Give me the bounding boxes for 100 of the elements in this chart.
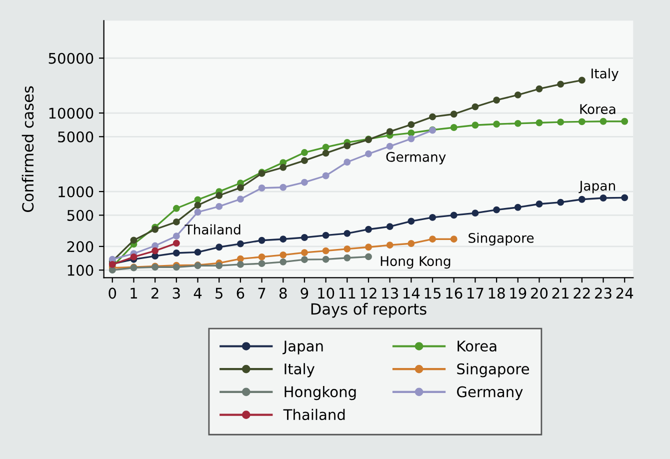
point [216, 192, 223, 199]
point [536, 85, 543, 92]
point [172, 240, 180, 247]
point [301, 149, 308, 156]
y-axis-title: Confirmed cases [22, 86, 34, 212]
point [386, 223, 394, 230]
point [429, 214, 436, 221]
point [280, 251, 287, 258]
point [322, 150, 330, 157]
point [514, 204, 522, 211]
point [301, 256, 308, 264]
x-tick-label: 10 [318, 288, 334, 299]
point [557, 118, 564, 126]
annotation: Korea [580, 104, 616, 114]
legend-label: Singapore [457, 363, 530, 378]
x-tick-label: 18 [488, 288, 505, 299]
point [322, 172, 330, 180]
legend-label: Hongkong [284, 386, 356, 400]
point [386, 128, 394, 136]
point [386, 142, 394, 150]
point [344, 245, 351, 252]
point [280, 184, 287, 191]
point [194, 202, 202, 209]
point [557, 80, 564, 88]
point [408, 130, 415, 136]
annotation: Singapore [468, 232, 534, 246]
point [258, 184, 266, 192]
point [216, 244, 223, 251]
x-tick-label: 11 [339, 288, 356, 298]
point [493, 120, 500, 128]
annotation: Germany [386, 152, 446, 164]
legend-label: Thailand [283, 408, 345, 420]
point [578, 196, 586, 203]
point [344, 254, 351, 262]
point [514, 91, 522, 98]
point [216, 262, 223, 270]
point [216, 202, 223, 210]
x-tick-label: 12 [360, 288, 376, 298]
point [236, 260, 244, 268]
point [450, 236, 458, 243]
x-tick-label: 14 [404, 288, 420, 298]
x-tick-label: 2 [152, 288, 158, 298]
point [365, 244, 372, 251]
point [365, 150, 372, 158]
legend-label: Italy [284, 363, 315, 378]
x-tick-label: 1 [130, 288, 138, 298]
x-tick-label: 21 [552, 288, 569, 298]
point [236, 196, 244, 203]
point [344, 158, 351, 166]
point [322, 232, 330, 239]
point [172, 232, 180, 240]
point [536, 119, 543, 126]
point [152, 247, 159, 254]
x-tick-label: 24 [616, 288, 634, 298]
point [429, 113, 436, 120]
point [301, 178, 308, 186]
point [172, 218, 180, 226]
point [408, 218, 415, 225]
legend-label: Germany [457, 386, 523, 400]
point [322, 144, 330, 151]
point [493, 206, 500, 214]
x-tick-label: 0 [108, 288, 116, 299]
annotation: Thailand [184, 224, 240, 235]
point [194, 208, 202, 216]
point [322, 256, 330, 263]
x-tick-label: 7 [258, 288, 266, 298]
point [130, 253, 138, 260]
point [172, 204, 180, 212]
point [472, 122, 479, 129]
point [344, 230, 351, 237]
x-tick-label: 20 [531, 288, 548, 299]
x-tick-label: 23 [595, 288, 612, 299]
point [236, 240, 244, 248]
point [152, 252, 159, 260]
point [578, 118, 586, 126]
y-tick-label: 5000 [58, 131, 94, 142]
point [450, 212, 458, 219]
point [408, 135, 415, 142]
point [536, 200, 543, 208]
x-tick-label: 6 [236, 288, 244, 299]
point [258, 236, 266, 244]
point [301, 157, 308, 164]
point [344, 142, 351, 150]
point [236, 255, 244, 262]
point [301, 249, 308, 256]
point [194, 196, 202, 204]
point [600, 118, 607, 125]
point [386, 242, 394, 249]
point [130, 236, 138, 244]
point [578, 76, 586, 84]
point [557, 198, 564, 206]
point [258, 260, 266, 268]
point [365, 253, 372, 260]
x-tick-label: 9 [300, 288, 308, 299]
x-tick-label: 5 [216, 288, 222, 299]
point [621, 194, 628, 202]
x-tick-label: 4 [194, 288, 202, 298]
x-tick-label: 17 [468, 288, 484, 298]
y-tick-label: 500 [67, 210, 94, 221]
point [322, 247, 330, 254]
